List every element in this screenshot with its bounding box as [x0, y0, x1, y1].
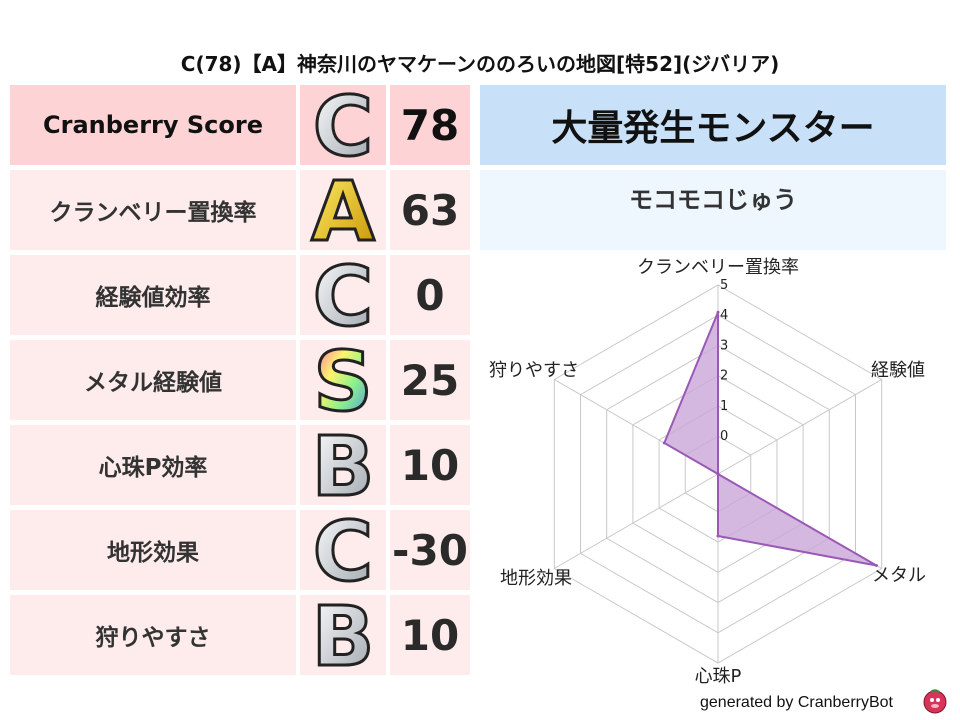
tick-label: 4: [720, 308, 728, 323]
tick-label: 5: [720, 278, 728, 293]
grade-badge: A: [300, 170, 386, 250]
row-label: 経験値効率: [10, 255, 296, 335]
page-title: C(78)【A】神奈川のヤマケーンののろいの地図[特52](ジバリア): [180, 52, 780, 76]
axis-label: 狩りやすさ: [489, 360, 579, 381]
row-label: Cranberry Score: [10, 85, 296, 165]
data-point: [716, 534, 720, 538]
row-label: クランベリー置換率: [10, 170, 296, 250]
grade-badge: B: [300, 595, 386, 675]
axis-line: [554, 473, 719, 569]
data-area: [663, 311, 877, 567]
grade-badge: C: [300, 255, 386, 335]
event-monster: モコモコじゅう: [480, 170, 946, 250]
grade-letter: C: [313, 85, 373, 165]
tick-label: 2: [720, 369, 728, 384]
grade-letter: C: [313, 255, 373, 335]
row-value: 25: [390, 340, 470, 420]
grade-letter: C: [313, 510, 373, 590]
axis-label: 地形効果: [500, 568, 572, 589]
row-label: 心珠P効率: [10, 425, 296, 505]
axis-label: 経験値: [871, 360, 925, 381]
row-label: メタル経験値: [10, 340, 296, 420]
grade-letter: S: [313, 340, 372, 420]
data-point: [662, 441, 666, 445]
data-point: [716, 472, 720, 476]
grade-letter: B: [312, 425, 375, 505]
data-point: [874, 563, 878, 567]
footer-credit: generated by CranberryBot: [700, 694, 893, 711]
grade-badge: C: [300, 510, 386, 590]
grade-letter: A: [311, 170, 375, 250]
axis-label: メタル: [872, 565, 926, 586]
tick-label: 0: [720, 429, 728, 444]
axis-label: 心珠P: [695, 666, 742, 687]
axis-line: [717, 379, 882, 475]
row-value: 10: [390, 425, 470, 505]
row-value: 63: [390, 170, 470, 250]
cranberry-mascot-icon: [923, 689, 947, 714]
row-value: 78: [390, 85, 470, 165]
tick-label: 3: [720, 338, 728, 353]
row-value: -30: [390, 510, 470, 590]
grade-badge: S: [300, 340, 386, 420]
tick-label: 1: [720, 399, 728, 414]
data-point: [716, 310, 720, 314]
grade-letter: B: [312, 595, 375, 675]
axis-label: クランベリー置換率: [637, 257, 799, 278]
row-value: 10: [390, 595, 470, 675]
grade-badge: B: [300, 425, 386, 505]
grade-badge: C: [300, 85, 386, 165]
row-value: 0: [390, 255, 470, 335]
row-label: 狩りやすさ: [10, 595, 296, 675]
row-label: 地形効果: [10, 510, 296, 590]
event-header: 大量発生モンスター: [480, 85, 946, 165]
